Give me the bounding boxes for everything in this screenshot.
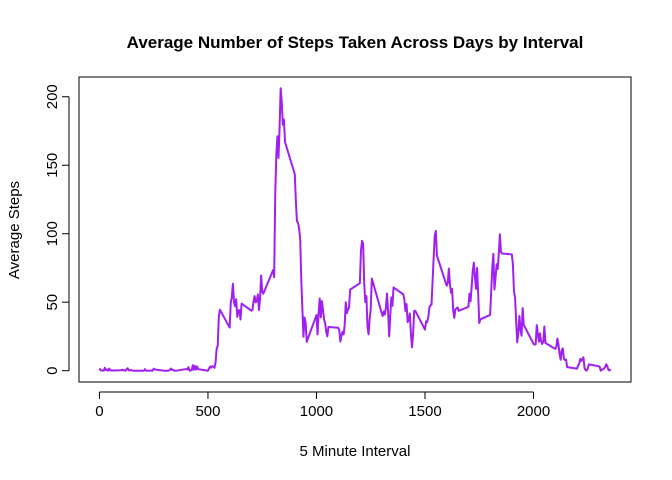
- y-axis-label: Average Steps: [6, 181, 23, 279]
- x-tick-label: 500: [195, 403, 220, 420]
- x-tick-label: 0: [95, 403, 103, 420]
- plot-box: [78, 76, 632, 383]
- x-axis-label: 5 Minute Interval: [300, 443, 411, 460]
- y-tick-label: 100: [44, 221, 61, 246]
- y-tick-label: 200: [44, 84, 61, 109]
- data-line: [98, 87, 612, 372]
- x-tick-label: 1500: [408, 403, 441, 420]
- y-tick-label: 0: [44, 367, 61, 375]
- chart-title: Average Number of Steps Taken Across Day…: [127, 33, 584, 52]
- y-tick-label: 150: [44, 153, 61, 178]
- x-tick-label: 2000: [517, 403, 550, 420]
- y-tick-label: 50: [44, 294, 61, 311]
- x-tick-label: 1000: [300, 403, 333, 420]
